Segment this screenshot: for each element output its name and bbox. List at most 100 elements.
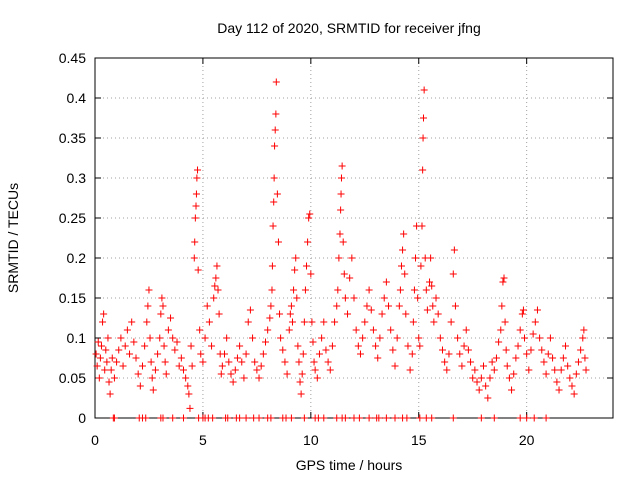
data-point bbox=[240, 374, 248, 382]
data-point bbox=[518, 310, 526, 318]
data-point bbox=[271, 142, 279, 150]
data-point bbox=[255, 414, 263, 422]
data-point bbox=[361, 318, 369, 326]
data-point bbox=[97, 342, 105, 350]
grid-lines bbox=[95, 58, 613, 418]
data-point bbox=[486, 374, 494, 382]
data-point bbox=[142, 414, 150, 422]
data-point bbox=[173, 338, 181, 346]
data-point bbox=[113, 358, 121, 366]
y-tick-label: 0.3 bbox=[67, 170, 87, 186]
data-point bbox=[229, 378, 237, 386]
y-axis-label: SRMTID / TECUs bbox=[5, 183, 21, 293]
data-point bbox=[410, 286, 418, 294]
data-point bbox=[253, 366, 261, 374]
data-point bbox=[141, 342, 149, 350]
data-point bbox=[514, 342, 522, 350]
data-point bbox=[564, 362, 572, 370]
data-point bbox=[417, 262, 425, 270]
data-point bbox=[542, 414, 550, 422]
data-point bbox=[233, 354, 241, 362]
data-point bbox=[322, 346, 330, 354]
data-point bbox=[177, 354, 185, 362]
data-point bbox=[490, 366, 498, 374]
data-point bbox=[311, 366, 319, 374]
data-point bbox=[397, 262, 405, 270]
data-point bbox=[171, 346, 179, 354]
data-point bbox=[320, 414, 328, 422]
data-point bbox=[418, 222, 426, 230]
data-point bbox=[419, 114, 427, 122]
data-point bbox=[294, 342, 302, 350]
data-point bbox=[151, 366, 159, 374]
data-point bbox=[187, 342, 195, 350]
data-point bbox=[196, 326, 204, 334]
data-point bbox=[508, 386, 516, 394]
data-point bbox=[374, 354, 382, 362]
data-point bbox=[477, 414, 485, 422]
data-point bbox=[304, 238, 312, 246]
data-point bbox=[110, 414, 118, 422]
data-point bbox=[199, 358, 207, 366]
y-tick-label: 0.1 bbox=[67, 330, 87, 346]
data-point bbox=[441, 358, 449, 366]
data-point bbox=[300, 318, 308, 326]
data-point bbox=[363, 302, 371, 310]
data-point bbox=[236, 414, 244, 422]
data-point bbox=[538, 346, 546, 354]
data-point bbox=[568, 382, 576, 390]
data-point bbox=[188, 362, 196, 370]
data-point bbox=[115, 346, 123, 354]
data-point bbox=[497, 326, 505, 334]
data-point bbox=[428, 282, 436, 290]
y-tick-label: 0.05 bbox=[59, 370, 86, 386]
data-point bbox=[148, 374, 156, 382]
data-point bbox=[287, 414, 295, 422]
data-point bbox=[415, 334, 423, 342]
data-point bbox=[434, 310, 442, 318]
data-point bbox=[110, 374, 118, 382]
data-point bbox=[169, 334, 177, 342]
x-tick-label: 20 bbox=[519, 432, 535, 448]
data-point bbox=[197, 350, 205, 358]
data-point bbox=[134, 370, 142, 378]
data-point bbox=[203, 302, 211, 310]
data-point bbox=[281, 358, 289, 366]
data-point bbox=[313, 374, 321, 382]
x-tick-label: 5 bbox=[199, 432, 207, 448]
data-point bbox=[159, 414, 167, 422]
data-point bbox=[270, 174, 278, 182]
data-point bbox=[143, 318, 151, 326]
data-point bbox=[428, 414, 436, 422]
data-point bbox=[414, 294, 422, 302]
data-point bbox=[356, 350, 364, 358]
data-point bbox=[160, 342, 168, 350]
data-point bbox=[106, 390, 114, 398]
data-point bbox=[533, 306, 541, 314]
data-point bbox=[530, 414, 538, 422]
data-point bbox=[270, 198, 278, 206]
data-point bbox=[121, 342, 129, 350]
data-point bbox=[215, 310, 223, 318]
data-point bbox=[475, 386, 483, 394]
data-point bbox=[99, 318, 107, 326]
data-point bbox=[157, 310, 165, 318]
data-point bbox=[274, 238, 282, 246]
data-point bbox=[326, 366, 334, 374]
data-point bbox=[402, 310, 410, 318]
x-tick-label: 15 bbox=[411, 432, 427, 448]
data-point bbox=[255, 374, 263, 382]
data-point bbox=[268, 262, 276, 270]
y-tick-label: 0.45 bbox=[59, 50, 86, 66]
data-point bbox=[194, 266, 202, 274]
data-point bbox=[154, 350, 162, 358]
data-point bbox=[572, 370, 580, 378]
data-point bbox=[149, 386, 157, 394]
data-point bbox=[272, 110, 280, 118]
data-point bbox=[549, 354, 557, 362]
data-point bbox=[449, 414, 457, 422]
data-point bbox=[283, 370, 291, 378]
data-point bbox=[103, 358, 111, 366]
data-point bbox=[288, 318, 296, 326]
data-point bbox=[400, 230, 408, 238]
